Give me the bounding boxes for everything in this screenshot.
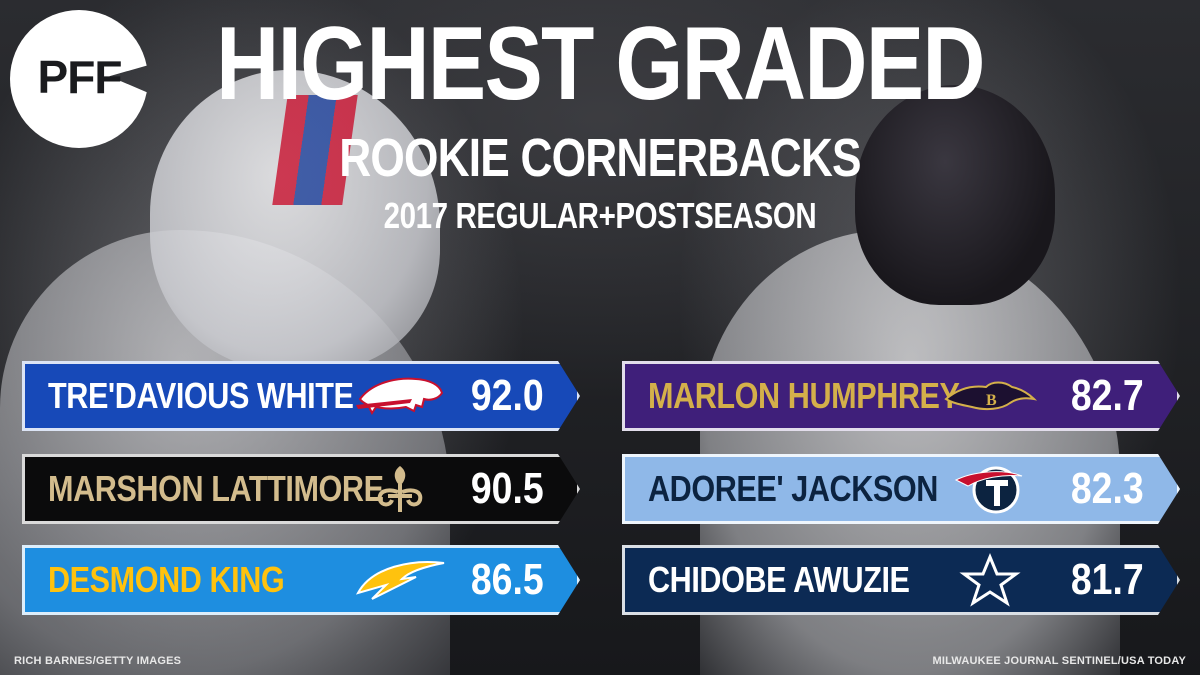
player-row-5: ADOREE' JACKSON 82.3 — [622, 454, 1180, 524]
svg-text:B: B — [986, 392, 997, 409]
player-name: MARSHON LATTIMORE — [48, 468, 384, 509]
player-grade: 92.0 — [471, 371, 544, 420]
photo-credit-right: MILWAUKEE JOURNAL SENTINEL/USA TODAY — [932, 655, 1186, 667]
player-grade: 81.7 — [1071, 555, 1144, 604]
photo-credit-left: RICH BARNES/GETTY IMAGES — [14, 655, 182, 667]
player-name: MARLON HUMPHREY — [648, 375, 960, 416]
player-name: TRE'DAVIOUS WHITE — [48, 375, 354, 416]
page-subtitle: ROOKIE CORNERBACKS — [339, 128, 861, 188]
player-grade: 90.5 — [471, 464, 544, 513]
player-row-1: TRE'DAVIOUS WHITE 92.0 — [22, 361, 580, 431]
cowboys-logo-icon — [942, 553, 1038, 607]
page-title: HIGHEST GRADED — [216, 6, 985, 122]
chargers-logo-icon — [352, 553, 448, 607]
bills-logo-icon — [352, 369, 448, 423]
player-row-3: DESMOND KING 86.5 — [22, 545, 580, 615]
pff-logo-text: PFF — [37, 51, 123, 103]
ravens-logo-icon: B — [942, 369, 1038, 423]
player-name: DESMOND KING — [48, 559, 285, 600]
saints-logo-icon — [352, 462, 448, 516]
season-label: 2017 REGULAR+POSTSEASON — [383, 195, 817, 236]
helmet-right — [855, 85, 1055, 305]
player-grade: 82.3 — [1071, 464, 1144, 513]
titans-logo-icon — [942, 462, 1038, 516]
player-name: ADOREE' JACKSON — [648, 468, 938, 509]
player-name: CHIDOBE AWUZIE — [648, 559, 910, 600]
player-grade: 86.5 — [471, 555, 544, 604]
player-row-4: MARLON HUMPHREY B 82.7 — [622, 361, 1180, 431]
player-row-2: MARSHON LATTIMORE 90.5 — [22, 454, 580, 524]
player-row-6: CHIDOBE AWUZIE 81.7 — [622, 545, 1180, 615]
player-grade: 82.7 — [1071, 371, 1144, 420]
